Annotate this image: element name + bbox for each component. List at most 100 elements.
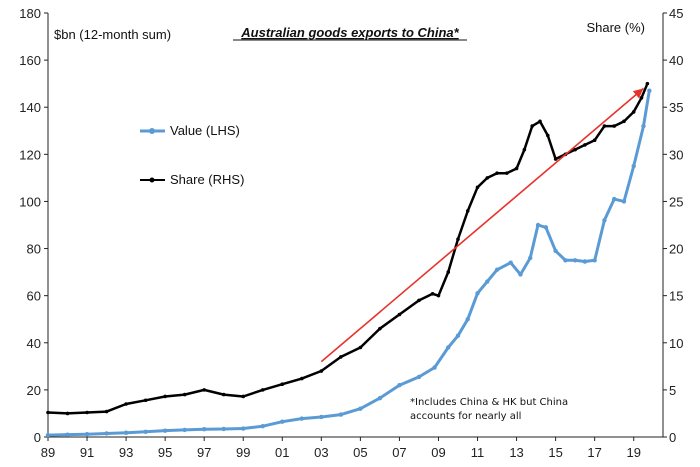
series-point [280,382,285,387]
right-tick-label: 40 [669,53,683,68]
series-point [241,426,246,431]
left-tick-label: 100 [19,194,41,209]
series-point [202,388,206,392]
series-point [221,392,226,397]
x-tick-label: 97 [197,445,211,460]
series-point [446,345,451,350]
trend-arrow-line [320,87,644,363]
series-point [397,312,402,317]
legend-marker-value [149,128,155,134]
x-tick-label: 19 [626,445,640,460]
series-point [592,138,597,142]
series-point [612,124,616,128]
right-tick-label: 20 [669,242,683,257]
series-point [319,414,324,420]
legend-item-value: Value (LHS) [140,123,240,138]
annotation: *Includes China & HK but China accounts … [410,397,568,422]
series-point [494,267,500,272]
series-point [465,317,470,322]
series-point [631,110,636,114]
series-point [553,248,558,254]
left-tick-label: 80 [27,242,41,257]
right-tick-label: 45 [669,6,683,21]
trend-arrow-head [632,88,644,99]
x-tick-label: 15 [548,445,562,460]
series-point [432,365,437,370]
series-point [456,237,460,241]
left-tick-label: 180 [19,6,41,21]
series-point [65,432,70,437]
x-tick-label: 99 [236,445,250,460]
x-tick-label: 11 [471,445,485,460]
x-tick-label: 01 [275,445,289,460]
series-point [416,374,422,380]
x-tick-label: 07 [392,445,406,460]
right-tick-label: 30 [669,147,683,162]
series-point [563,258,568,263]
series-point [319,369,324,373]
x-tick-label: 89 [41,445,55,460]
right-tick-label: 10 [669,336,683,351]
series-point [84,431,90,437]
series-point [338,412,344,417]
series-point [162,428,168,433]
series-point [358,345,363,350]
left-tick-label: 160 [19,53,41,68]
series-line [46,82,649,415]
left-tick-label: 40 [27,336,41,351]
left-tick-label: 60 [27,289,41,304]
series-point [241,394,246,399]
series-point [417,298,421,303]
series-value [45,88,652,438]
series-point [546,133,550,138]
series-point [647,88,652,93]
annotation-line-2: accounts for nearly all [410,411,521,422]
series-point [475,291,480,296]
series-point [572,258,578,263]
series-point [522,147,527,152]
series-point [582,259,588,264]
x-tick-label: 09 [431,445,445,460]
right-tick-label: 0 [669,430,676,445]
series-layer [45,81,652,438]
x-tick-label: 13 [509,445,523,460]
series-point [639,96,644,100]
series-point [377,395,383,401]
legend-item-share: Share (RHS) [140,172,244,187]
series-point [514,166,519,171]
series-point [535,222,541,228]
series-point [485,279,490,284]
series-point [163,394,167,399]
x-tick-label: 05 [353,445,367,460]
trend-arrow [320,87,644,363]
series-point [505,171,509,175]
series-point [436,293,441,298]
legend-label-share: Share (RHS) [170,172,244,187]
plot-frame [47,13,664,438]
series-point [65,411,70,416]
series-point [645,81,650,86]
series-point [465,209,470,213]
left-tick-label: 0 [34,430,41,445]
series-point [430,291,435,296]
series-point [378,326,382,331]
series-point [538,119,542,124]
series-point [475,185,480,190]
series-point [104,431,109,436]
right-tick-label: 25 [669,194,683,209]
series-point [508,260,513,265]
series-point [201,427,207,432]
series-point [221,426,226,432]
series-point [299,416,305,421]
series-point [530,124,534,128]
series-point [358,406,363,411]
series-point [143,429,148,435]
series-point [260,388,265,392]
legend-label-value: Value (LHS) [170,123,240,138]
series-point [592,258,597,263]
legend: Value (LHS) Share (RHS) [140,123,244,187]
series-line [46,89,651,437]
x-tick-label: 95 [158,445,172,460]
series-point [46,410,50,415]
series-point [553,157,558,161]
